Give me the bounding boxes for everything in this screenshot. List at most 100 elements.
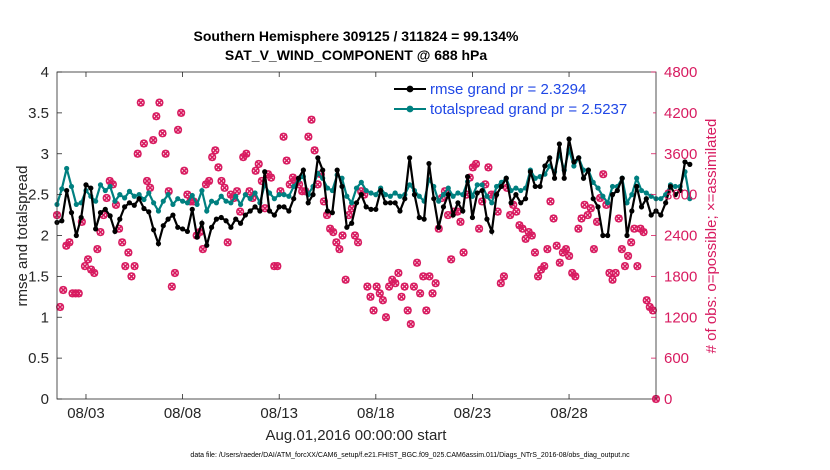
obs-assimilated-point: [460, 248, 468, 257]
x-tick-label: 08/03: [67, 405, 105, 422]
totalspread-point: [189, 192, 195, 199]
obs-assimilated-point: [562, 245, 570, 253]
obs-assimilated-point: [608, 276, 617, 284]
rmse-point: [281, 204, 287, 210]
obs-possible-point: [96, 227, 105, 237]
obs-possible-point: [136, 98, 145, 107]
obs-possible-point: [211, 146, 220, 155]
obs-assimilated-point: [168, 283, 176, 291]
rmse-point: [493, 192, 500, 198]
rmse-point: [107, 213, 113, 219]
obs-possible-point: [251, 166, 260, 175]
rmse-point: [315, 155, 321, 161]
rmse-point: [228, 224, 234, 230]
rmse-point: [363, 204, 369, 210]
obs-possible-point: [403, 306, 412, 315]
obs-possible-point: [543, 245, 552, 254]
obs-assimilated-point: [363, 283, 371, 291]
obs-assimilated-point: [633, 262, 641, 270]
rmse-point: [295, 175, 302, 181]
obs-possible-point: [242, 149, 251, 158]
obs-assimilated-point: [587, 204, 595, 212]
y-left-tick-label: 1.5: [28, 268, 49, 285]
obs-possible-point: [332, 238, 341, 247]
obs-assimilated-point: [612, 269, 620, 277]
obs-assimilated-point: [211, 146, 219, 154]
x-tick-label: 08/08: [164, 405, 202, 422]
rmse-point: [508, 200, 514, 206]
obs-possible-point: [366, 292, 375, 301]
rmse-point: [465, 174, 471, 180]
obs-assimilated-point: [214, 163, 222, 171]
totalspread-point: [387, 193, 393, 199]
rmse-point: [663, 200, 669, 206]
obs-possible-point: [527, 231, 536, 240]
rmse-point: [160, 223, 166, 229]
totalspread-point: [416, 193, 422, 199]
rmse-point: [237, 220, 244, 226]
rmse-point: [64, 187, 70, 194]
chart-subtitle: SAT_V_WIND_COMPONENT @ 688 hPa: [225, 47, 488, 63]
totalspread-point: [474, 182, 480, 188]
rmse-point: [687, 161, 693, 167]
obs-assimilated-point: [279, 133, 288, 141]
rmse-point: [518, 200, 524, 206]
obs-assimilated-point: [397, 293, 406, 301]
totalspread-point: [445, 185, 451, 191]
obs-assimilated-point: [183, 191, 191, 199]
totalspread-point: [407, 182, 413, 188]
y-left-tick-label: 2: [41, 228, 49, 245]
obs-possible-point: [623, 251, 633, 261]
obs-assimilated-point: [351, 231, 359, 240]
totalspread-point: [609, 183, 616, 190]
obs-possible-point: [599, 170, 608, 179]
totalspread-point: [228, 200, 234, 206]
obs-possible-point: [400, 282, 409, 291]
obs-possible-point: [549, 214, 558, 223]
obs-possible-point: [406, 319, 415, 329]
totalspread-point: [600, 193, 606, 199]
y-right-tick-label: 1200: [664, 309, 697, 326]
totalspread-point: [102, 187, 108, 194]
rmse-point: [498, 183, 505, 190]
obs-assimilated-point: [177, 109, 185, 117]
obs-assimilated-point: [149, 136, 157, 144]
totalspread-point: [184, 200, 191, 206]
obs-possible-point: [142, 176, 152, 186]
totalspread-point: [281, 192, 287, 198]
obs-possible-point: [512, 207, 521, 216]
totalspread-point: [165, 192, 171, 198]
obs-possible-point: [149, 136, 158, 145]
rmse-point: [204, 242, 210, 248]
rmse-point: [605, 232, 611, 239]
x-tick-label: 08/23: [454, 405, 492, 422]
y-left-tick-label: 2.5: [28, 187, 49, 204]
obs-assimilated-point: [118, 238, 126, 246]
obs-possible-point: [223, 238, 232, 247]
totalspread-point: [68, 183, 75, 190]
obs-possible-point: [459, 248, 468, 257]
obs-assimilated-point: [180, 167, 188, 175]
rmse-point: [378, 187, 384, 194]
rmse-point: [600, 232, 606, 239]
obs-possible-point: [279, 132, 288, 141]
obs-possible-point: [431, 279, 440, 288]
totalspread-point: [107, 183, 113, 190]
obs-possible-point: [642, 296, 651, 305]
obs-assimilated-point: [422, 306, 430, 315]
obs-possible-point: [59, 285, 68, 295]
totalspread-point: [397, 193, 403, 199]
rmse-point: [561, 175, 567, 181]
obs-possible-point: [391, 279, 400, 288]
rmse-point: [547, 155, 553, 161]
obs-assimilated-point: [140, 139, 148, 148]
rmse-point: [276, 204, 282, 210]
obs-possible-point: [456, 217, 465, 226]
obs-possible-point: [484, 163, 493, 172]
obs-assimilated-point: [81, 262, 89, 270]
totalspread-point: [160, 198, 166, 204]
obs-assimilated-point: [500, 272, 508, 280]
obs-possible-point: [267, 173, 276, 182]
rmse-point: [672, 192, 678, 198]
rmse-point: [353, 200, 360, 206]
